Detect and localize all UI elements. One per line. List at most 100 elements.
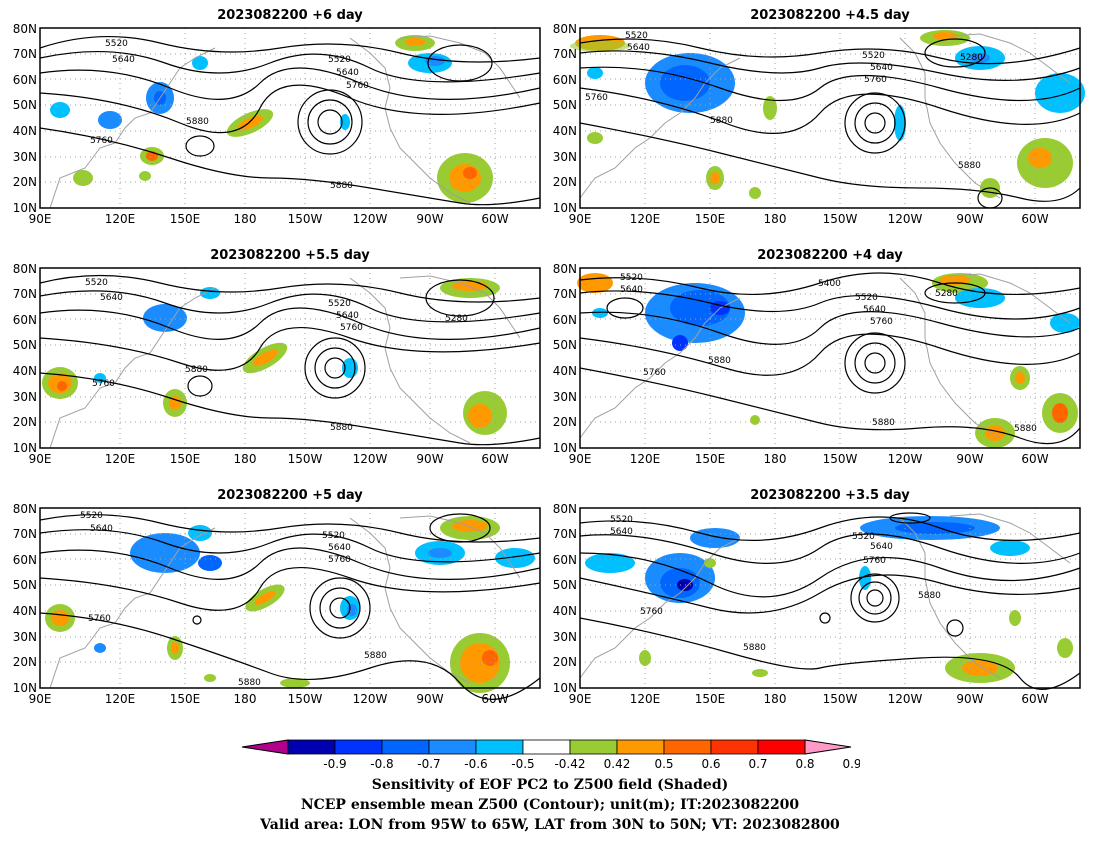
coastlines [579, 273, 1071, 439]
graticule [580, 28, 1080, 208]
coastlines [579, 33, 1071, 199]
contour-label: 5760 [640, 607, 663, 617]
svg-text:60W: 60W [481, 692, 508, 706]
svg-text:10N: 10N [13, 201, 37, 215]
svg-text:60N: 60N [13, 313, 37, 327]
contour-label: 5520 [322, 531, 345, 541]
colorbar-box [757, 739, 806, 755]
graticule [40, 268, 540, 448]
contour-label: 5880 [743, 643, 766, 653]
svg-text:120E: 120E [630, 452, 661, 466]
contour-label: 5520 [855, 293, 878, 303]
contour-labels: 5520 5640 5760 5880 5520 5640 5760 5280 … [85, 278, 468, 433]
svg-text:70N: 70N [553, 527, 577, 541]
colorbar-box [522, 739, 571, 755]
contour-label: 5880 [1014, 424, 1037, 434]
svg-text:50N: 50N [13, 98, 37, 112]
svg-text:70N: 70N [13, 47, 37, 61]
contour-label: 5640 [90, 524, 113, 534]
contour-label: 5880 [185, 365, 208, 375]
panel-title: 2023082200 +5.5 day [210, 248, 370, 263]
contour-label: 5760 [863, 556, 886, 566]
svg-text:90W: 90W [956, 212, 983, 226]
contour-label: 5640 [112, 55, 135, 65]
contour-label: 5520 [862, 51, 885, 61]
map-plot: 5520 5640 5760 5880 5400 5520 5640 5760 … [553, 262, 1081, 466]
contour-label: 5640 [610, 527, 633, 537]
contour-label: 5880 [710, 116, 733, 126]
contour-label: 5880 [238, 678, 261, 688]
colorbar-tick-label: -0.8 [370, 757, 393, 771]
colorbar-box [287, 739, 336, 755]
colorbar-tick-label: -0.42 [554, 757, 585, 771]
svg-text:60N: 60N [13, 553, 37, 567]
svg-text:150E: 150E [170, 452, 201, 466]
contour-label: 5640 [100, 293, 123, 303]
contour-label: 5520 [105, 39, 128, 49]
lon-axis: 90E 120E 150E 180 150W 120W 90W 60W [569, 212, 1049, 226]
svg-text:30N: 30N [13, 390, 37, 404]
graticule [580, 268, 1080, 448]
svg-text:20N: 20N [553, 655, 577, 669]
colorbar-box [475, 739, 524, 755]
colorbar-tick-label: -0.7 [417, 757, 440, 771]
svg-text:40N: 40N [13, 364, 37, 378]
lon-axis: 90E 120E 150E 180 150W 120W 90W 60W [29, 692, 509, 706]
svg-text:150W: 150W [288, 212, 323, 226]
sensitivity-shading [42, 278, 507, 435]
svg-text:150E: 150E [170, 212, 201, 226]
svg-text:50N: 50N [553, 338, 577, 352]
map-plot: 5520 5640 5760 5880 5520 5640 5760 5880 … [13, 502, 541, 706]
svg-text:150W: 150W [823, 212, 858, 226]
svg-text:10N: 10N [13, 681, 37, 695]
svg-text:50N: 50N [553, 578, 577, 592]
contour-label: 5760 [643, 368, 666, 378]
svg-text:150E: 150E [695, 212, 726, 226]
contour-label: 5880 [330, 423, 353, 433]
svg-text:150E: 150E [695, 452, 726, 466]
contour-label: 5640 [627, 43, 650, 53]
svg-text:90E: 90E [29, 452, 52, 466]
contour-label: 5640 [336, 68, 359, 78]
colorbar-labels: -0.9 -0.8 -0.7 -0.6 -0.5 -0.42 0.42 0.5 0.6 0.7 0.… [323, 757, 860, 771]
caption-line-3: Valid area: LON from 95W to 65W, LAT fro… [260, 817, 840, 833]
svg-text:180: 180 [234, 452, 257, 466]
plot-frame [39, 267, 541, 449]
svg-text:40N: 40N [553, 604, 577, 618]
colorbar-box [381, 739, 430, 755]
svg-text:80N: 80N [13, 502, 37, 516]
svg-text:120W: 120W [888, 692, 923, 706]
svg-text:80N: 80N [553, 502, 577, 516]
map-panel-plus6: 2023082200 +6 day [13, 8, 541, 248]
z500-contours [579, 512, 1081, 690]
contour-label: 5280 [960, 53, 983, 63]
contour-label: 5880 [918, 591, 941, 601]
colorbar-box [616, 739, 665, 755]
svg-text:70N: 70N [553, 287, 577, 301]
contour-label: 5640 [336, 311, 359, 321]
contour-label: 5760 [328, 555, 351, 565]
colorbar-tick-label: -0.6 [464, 757, 487, 771]
svg-text:20N: 20N [13, 175, 37, 189]
contour-labels: 5520 5640 5760 5880 5520 5640 5760 5880 [610, 515, 941, 653]
contour-label: 5520 [625, 31, 648, 41]
svg-text:50N: 50N [553, 98, 577, 112]
lon-axis: 90E 120E 150E 180 150W 120W 90W 60W [569, 692, 1049, 706]
contour-label: 5280 [445, 314, 468, 324]
svg-text:90E: 90E [569, 452, 592, 466]
panel-title: 2023082200 +6 day [217, 8, 363, 23]
svg-text:30N: 30N [553, 150, 577, 164]
contour-label: 5760 [864, 75, 887, 85]
svg-text:80N: 80N [13, 262, 37, 276]
map-plot: 5520 5640 5760 5880 5520 5640 5760 5880 … [13, 22, 541, 226]
lat-axis: 80N 70N 60N 50N 40N 30N 20N 10N [553, 502, 577, 695]
sensitivity-shading [577, 273, 1080, 448]
lon-axis: 90E 120E 150E 180 150W 120W 90W 60W [569, 452, 1049, 466]
svg-text:10N: 10N [553, 681, 577, 695]
map-plot: 5520 5640 5760 5880 5520 5640 5760 5880 … [553, 502, 1081, 706]
contour-label: 5520 [852, 532, 875, 542]
colorbar-tick-label: 0.6 [701, 757, 720, 771]
svg-text:40N: 40N [13, 124, 37, 138]
contour-label: 5520 [328, 55, 351, 65]
svg-text:20N: 20N [13, 415, 37, 429]
